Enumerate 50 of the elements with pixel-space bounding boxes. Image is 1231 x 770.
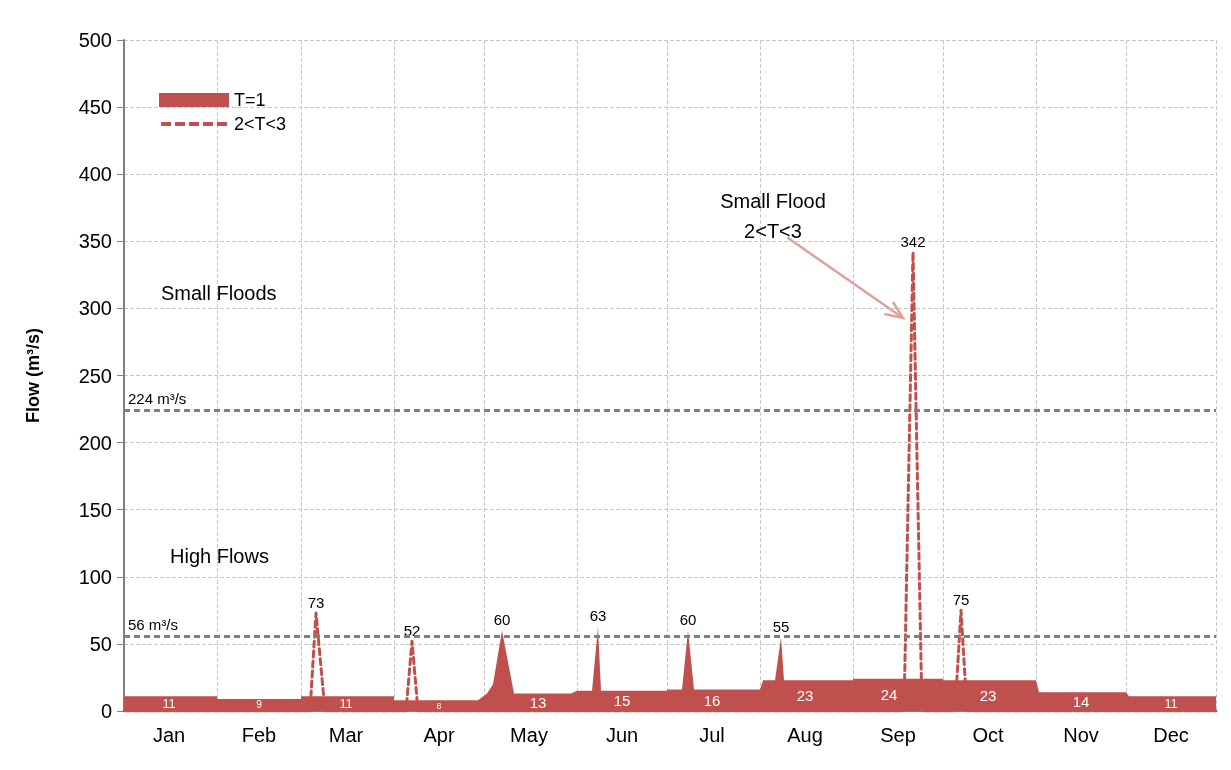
ref-line-label: 224 m³/s [128, 390, 187, 408]
data-label: 11 [162, 696, 176, 712]
data-label: 23 [796, 687, 814, 705]
data-label: 23 [979, 687, 997, 705]
x-tick-label: May [510, 724, 548, 746]
legend-label: 2<T<3 [234, 114, 287, 134]
y-tick-label: 150 [78, 498, 112, 521]
x-tick-label: Jan [152, 724, 186, 746]
y-tick-label: 350 [78, 230, 112, 253]
data-label: 73 [307, 594, 325, 612]
x-tick-label: Jun [605, 724, 639, 746]
x-tick-label: Feb [241, 724, 277, 746]
data-label: 16 [703, 691, 721, 709]
legend-label: T=1 [234, 90, 266, 110]
y-tick-label: 500 [78, 29, 112, 51]
data-label: 24 [880, 686, 898, 704]
data-label: 60 [493, 611, 511, 629]
data-label: 63 [589, 607, 607, 625]
ref-line-label: 56 m³/s [128, 615, 179, 633]
data-label: 8 [436, 700, 442, 711]
x-tick-label: Mar [328, 724, 364, 746]
y-axis-title: Flow (m³/s) [23, 328, 43, 423]
data-label: 14 [1072, 693, 1090, 711]
x-tick-label: Nov [1063, 724, 1099, 746]
data-label: 11 [1164, 696, 1178, 712]
data-label: 9 [256, 699, 263, 711]
data-label: 13 [529, 693, 547, 711]
x-tick-label: Sep [880, 724, 916, 746]
x-tick-label: Apr [423, 724, 455, 746]
x-tick-label: Dec [1153, 724, 1189, 746]
x-tick-label: Oct [972, 724, 1004, 746]
data-label: 55 [772, 618, 790, 636]
y-tick-label: 250 [78, 364, 112, 387]
annotation: Small Flood 2<T<3 [720, 190, 826, 242]
data-label: 342 [900, 233, 926, 251]
y-tick-label: 450 [78, 96, 112, 119]
x-tick-label: Aug [787, 724, 823, 746]
y-tick-label: 300 [78, 297, 112, 320]
data-label: 75 [952, 591, 970, 609]
annotation: High Flows [170, 545, 269, 567]
data-label: 15 [613, 692, 631, 710]
x-tick-label: Jul [699, 724, 725, 746]
y-tick-label: 50 [89, 632, 112, 655]
data-label: 60 [679, 611, 697, 629]
y-tick-label: 100 [78, 565, 112, 588]
y-tick-label: 200 [78, 431, 112, 454]
annotation: Small Floods [161, 282, 277, 304]
y-tick-label: 0 [100, 700, 112, 722]
y-tick-label: 400 [78, 163, 112, 186]
data-label: 11 [339, 696, 353, 712]
